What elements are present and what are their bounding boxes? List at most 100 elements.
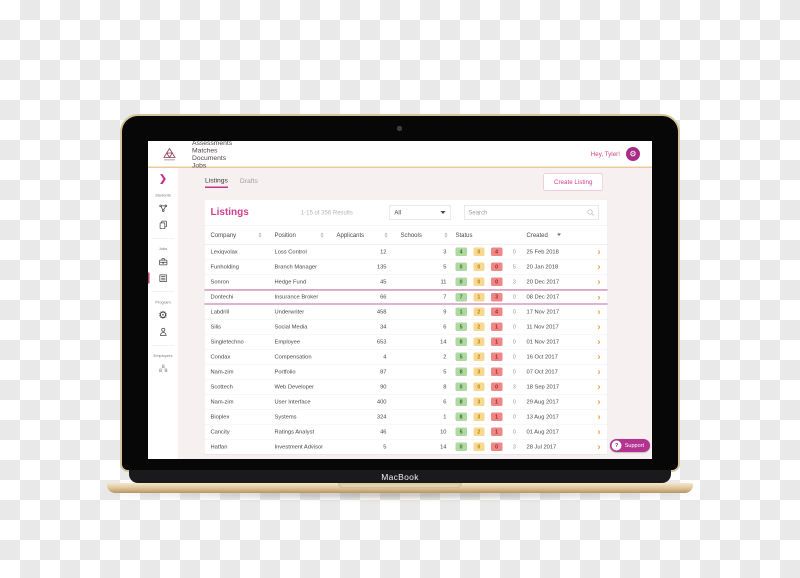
sort-toggle-icon[interactable] [258, 232, 262, 238]
tab-listings[interactable]: Listings [205, 176, 228, 188]
triforce-logo-icon[interactable] [161, 147, 178, 161]
search-input[interactable] [468, 208, 587, 216]
chevron-right-icon[interactable]: › [597, 261, 601, 272]
table-row[interactable]: Bioplex Systems 324 1 8 3 1 0 13 Aug 2017 › [204, 410, 608, 425]
schools-cell: 5 [443, 263, 447, 270]
column-header-company[interactable]: Company [211, 231, 275, 238]
network-icon[interactable] [148, 202, 178, 214]
position-cell: Insurance Broker [274, 294, 319, 300]
org-chart-icon[interactable] [148, 363, 178, 375]
nav-item-assessments[interactable]: Assessments [192, 141, 233, 147]
applicants-cell: 653 [376, 338, 387, 345]
nav-item-matches[interactable]: Matches [192, 146, 218, 154]
status-badge-none: 0 [512, 428, 516, 435]
status-badge-yellow: 2 [473, 352, 485, 361]
create-listing-button[interactable]: Create Listing [543, 173, 603, 191]
sidebar-group-label-students: Students [155, 193, 171, 198]
logo-wordmark [164, 158, 175, 161]
schools-cell: 14 [440, 443, 447, 450]
chevron-right-icon[interactable]: › [597, 246, 601, 257]
chevron-right-icon[interactable]: › [597, 306, 601, 317]
documents-icon[interactable] [148, 219, 178, 231]
chevron-right-icon[interactable]: › [597, 336, 601, 347]
row-chevron-cell: › [587, 427, 602, 437]
table-row[interactable]: Silis Social Media 34 6 5 2 1 0 11 Nov 2017 › [204, 320, 608, 335]
tab-row: Listings Drafts Create Listing [178, 168, 652, 196]
briefcase-icon[interactable] [148, 256, 178, 268]
applicants-cell: 90 [380, 383, 387, 390]
row-chevron-cell: › [587, 382, 602, 392]
table-row[interactable]: Dontechi Insurance Broker 66 7 7 1 3 0 08 Dec 20… [204, 289, 608, 305]
table-row[interactable]: Scottech Web Developer 90 8 0 0 0 3 18 Sep 2017 › [204, 380, 608, 395]
nav-item-jobs[interactable]: Jobs [192, 161, 207, 169]
column-header-position[interactable]: Position [275, 231, 337, 238]
chevron-right-icon[interactable]: › [597, 291, 601, 303]
row-chevron-cell: › [587, 277, 602, 287]
sort-toggle-icon[interactable] [384, 232, 388, 238]
status-badge-red: 1 [491, 367, 503, 376]
chevron-right-icon[interactable]: › [597, 381, 601, 392]
applicants-cell: 4 [383, 353, 387, 360]
column-header-created[interactable]: Created [527, 231, 587, 238]
person-icon[interactable] [148, 326, 178, 338]
chevron-right-icon[interactable]: › [597, 321, 601, 332]
column-header-schools[interactable]: Schools [389, 231, 449, 238]
schools-cell: 7 [443, 294, 447, 300]
sort-toggle-icon[interactable] [444, 232, 448, 238]
company-cell: Funholding [210, 263, 239, 270]
table-row[interactable]: Cancity Ratings Analyst 46 10 5 2 1 0 01 Aug 201… [204, 425, 608, 440]
chevron-right-icon[interactable]: › [597, 426, 601, 437]
status-badge-none: 3 [512, 443, 516, 450]
filter-dropdown[interactable]: All [388, 204, 451, 220]
column-header-applicants[interactable]: Applicants [337, 231, 389, 238]
table-row[interactable]: Hatfan Investment Advisor 5 14 0 0 0 3 28 Jul 20… [204, 440, 608, 455]
table-row[interactable]: Labdrill Underwriter 458 9 1 2 4 0 17 Nov 2017 › [204, 305, 608, 320]
chevron-right-icon[interactable]: › [597, 351, 601, 362]
tab-drafts[interactable]: Drafts [239, 177, 258, 185]
created-cell: 20 Dec 2017 [526, 278, 560, 285]
table-row[interactable]: Singletechno Employee 653 14 8 3 1 0 01 Nov 2017… [204, 335, 608, 350]
chevron-right-icon[interactable]: › [597, 441, 601, 452]
table-row[interactable]: Lexiqvolax Loss Control 12 3 4 0 4 0 25 Feb 2018… [204, 245, 608, 260]
sort-down-icon[interactable] [556, 233, 561, 236]
applicants-cell: 46 [380, 428, 387, 435]
support-button[interactable]: ? Support [610, 439, 650, 452]
user-greeting: Hey, Tyler! [590, 150, 620, 158]
list-icon[interactable] [148, 272, 178, 284]
table-row[interactable]: Nam-zim Portfolio 87 5 8 3 1 0 07 Oct 2017 › [204, 365, 608, 380]
gear-icon[interactable]: ⚙ [158, 309, 168, 321]
gear-icon[interactable]: ⚙ [626, 146, 640, 161]
row-chevron-cell: › [587, 262, 602, 272]
schools-cell: 5 [443, 368, 447, 375]
table-row[interactable]: Nam-zim User Interface 400 6 8 3 1 0 29 Aug 2017… [204, 395, 608, 410]
chevron-right-icon[interactable]: › [597, 396, 601, 407]
row-chevron-cell: › [587, 412, 602, 422]
status-badge-red: 0 [491, 262, 503, 271]
macbook-base [107, 483, 693, 493]
status-badge-yellow: 2 [473, 307, 485, 316]
nav-item-documents[interactable]: Documents [192, 153, 227, 162]
search-box[interactable] [463, 204, 599, 220]
chevron-right-icon[interactable]: ❯ [159, 173, 167, 185]
table-row[interactable]: Funholding Branch Manager 135 5 0 0 0 5 20 Jan 2… [204, 260, 608, 275]
position-cell: Loss Control [274, 248, 307, 255]
chevron-right-icon[interactable]: › [597, 366, 601, 377]
applicants-cell: 34 [380, 323, 387, 330]
status-badge-yellow: 0 [473, 442, 485, 451]
table-body: Lexiqvolax Loss Control 12 3 4 0 4 0 25 Feb 2018… [204, 245, 608, 455]
column-header-status[interactable]: Status [449, 231, 527, 238]
table-row[interactable]: Condax Compensation 4 2 5 2 1 0 16 Oct 2017 › [204, 350, 608, 365]
sort-toggle-icon[interactable] [320, 232, 324, 238]
chevron-right-icon[interactable]: › [597, 276, 601, 287]
status-badge-red: 1 [491, 397, 503, 406]
status-badge-red: 1 [491, 352, 503, 361]
chevron-down-icon [440, 210, 446, 214]
table-row[interactable]: Sonron Hedge Fund 45 11 0 0 0 3 20 Dec 2017 › [204, 275, 608, 290]
chevron-right-icon[interactable]: › [597, 411, 601, 422]
position-cell: Underwriter [274, 308, 305, 315]
company-cell: Nam-zim [210, 398, 234, 405]
